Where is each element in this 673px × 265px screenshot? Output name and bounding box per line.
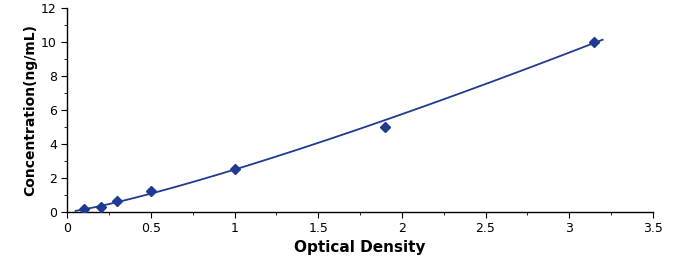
Y-axis label: Concentration(ng/mL): Concentration(ng/mL)	[23, 24, 37, 196]
X-axis label: Optical Density: Optical Density	[294, 240, 426, 255]
